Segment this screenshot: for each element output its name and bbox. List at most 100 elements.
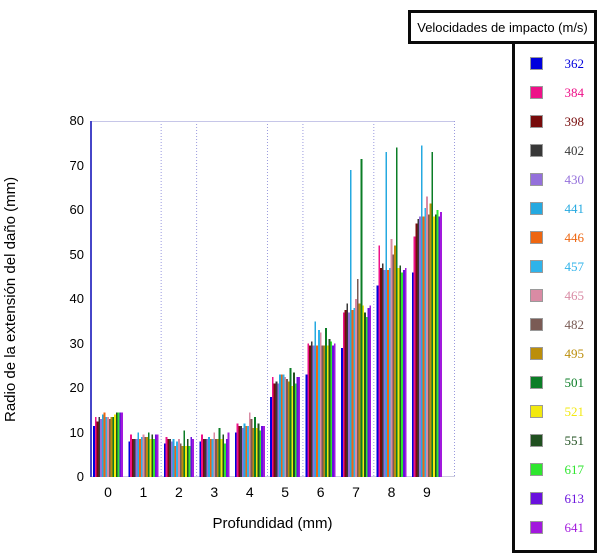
bar-398-cat2 (167, 439, 170, 477)
bar-384-cat1 (130, 434, 132, 477)
bar-446-cat6 (316, 345, 318, 477)
bar-613-cat5 (296, 376, 299, 477)
bar-501-cat5 (289, 367, 292, 477)
bar-482-cat2 (179, 443, 182, 477)
bar-384-cat4 (236, 423, 239, 477)
bar-613-cat2 (190, 436, 193, 477)
legend-swatch-icon (530, 405, 543, 418)
plot-area (90, 121, 455, 477)
bar-446-cat3 (209, 439, 212, 477)
bar-402-cat1 (133, 439, 136, 477)
bar-384-cat9 (413, 236, 416, 477)
bar-430-cat3 (206, 439, 209, 477)
bar-551-cat7 (364, 312, 366, 477)
bar-398-cat5 (273, 383, 276, 477)
legend-swatch-icon (530, 492, 543, 505)
legend-value: 457 (564, 258, 585, 274)
legend-value: 521 (564, 403, 585, 419)
legend-value: 465 (564, 287, 585, 303)
bar-617-cat6 (330, 341, 333, 477)
bar-430-cat2 (170, 441, 173, 477)
bar-482-cat3 (215, 439, 217, 477)
bar-398-cat9 (415, 223, 418, 477)
bar-617-cat2 (188, 445, 191, 477)
bar-521-cat4 (255, 428, 258, 477)
bar-501-cat1 (147, 432, 150, 477)
legend-item-441: 441 (515, 194, 594, 223)
bar-457-cat1 (140, 436, 143, 477)
y-tick-label-80: 80 (69, 113, 84, 128)
bar-362-cat3 (199, 441, 202, 477)
bar-402-cat9 (417, 218, 420, 477)
bar-402-cat8 (381, 263, 384, 477)
legend-swatch-icon (530, 231, 543, 244)
bar-482-cat1 (144, 436, 147, 477)
bar-495-cat2 (181, 445, 184, 477)
bar-617-cat1 (153, 439, 155, 477)
legend-value: 617 (564, 461, 585, 477)
legend-value: 482 (564, 316, 585, 332)
legend-value: 551 (564, 432, 585, 448)
bar-398-cat7 (344, 310, 347, 477)
bar-495-cat8 (394, 245, 396, 477)
bar-441-cat6 (314, 321, 317, 477)
bar-617-cat8 (401, 272, 403, 477)
bar-495-cat4 (252, 428, 255, 477)
legend-value: 384 (564, 84, 585, 100)
bar-641-cat4 (263, 425, 265, 477)
bar-446-cat8 (387, 270, 389, 477)
bar-457-cat0 (105, 416, 108, 477)
bar-441-cat5 (279, 374, 281, 477)
bar-398-cat1 (131, 439, 134, 477)
bar-501-cat6 (325, 327, 327, 477)
bar-402-cat2 (169, 439, 171, 477)
legend-item-430: 430 (515, 165, 594, 194)
bar-641-cat7 (369, 305, 372, 477)
bar-465-cat5 (284, 376, 287, 477)
bar-430-cat9 (419, 216, 421, 477)
legend-value: 495 (564, 345, 585, 361)
bar-plot (90, 121, 455, 477)
legend-value: 398 (564, 113, 585, 129)
bar-613-cat8 (402, 270, 405, 477)
legend-swatch-icon (530, 318, 543, 331)
bar-495-cat3 (216, 439, 219, 477)
legend-swatch-icon (530, 521, 543, 534)
legend-swatch-icon (530, 173, 543, 186)
bar-398-cat4 (238, 425, 241, 477)
bar-617-cat5 (294, 383, 297, 477)
bar-362-cat8 (376, 285, 379, 477)
bar-641-cat8 (404, 267, 407, 477)
bar-430-cat0 (100, 419, 102, 477)
legend-item-446: 446 (515, 223, 594, 252)
x-tick-label-8: 8 (387, 484, 396, 500)
y-tick-label-50: 50 (69, 246, 84, 262)
bar-551-cat3 (222, 434, 225, 477)
legend-swatch-icon (530, 144, 543, 157)
bar-362-cat4 (234, 432, 237, 477)
bar-430-cat4 (241, 428, 244, 477)
legend-swatch-icon (530, 289, 543, 302)
legend-value: 613 (564, 490, 585, 506)
y-tick-label-40: 40 (69, 291, 84, 306)
bar-501-cat7 (360, 158, 363, 477)
bar-495-cat1 (146, 436, 148, 477)
bar-501-cat4 (254, 416, 256, 477)
bar-641-cat0 (121, 412, 123, 477)
bar-402-cat0 (98, 416, 101, 477)
bar-495-cat6 (323, 345, 326, 477)
legend-swatch-icon (530, 202, 543, 215)
bar-362-cat9 (411, 272, 414, 477)
legend-title-text: Velocidades de impacto (m/s) (417, 19, 588, 35)
bar-362-cat6 (305, 374, 308, 477)
bar-482-cat6 (321, 345, 324, 477)
bar-446-cat7 (351, 310, 354, 477)
bar-362-cat7 (341, 347, 343, 477)
x-tick-label-0: 0 (104, 484, 112, 500)
bar-384-cat3 (201, 434, 203, 477)
bar-617-cat9 (436, 210, 439, 477)
legend-value: 362 (564, 55, 585, 71)
bar-384-cat6 (307, 343, 310, 477)
legend-value: 446 (564, 229, 585, 245)
x-tick-label-6: 6 (316, 484, 325, 500)
